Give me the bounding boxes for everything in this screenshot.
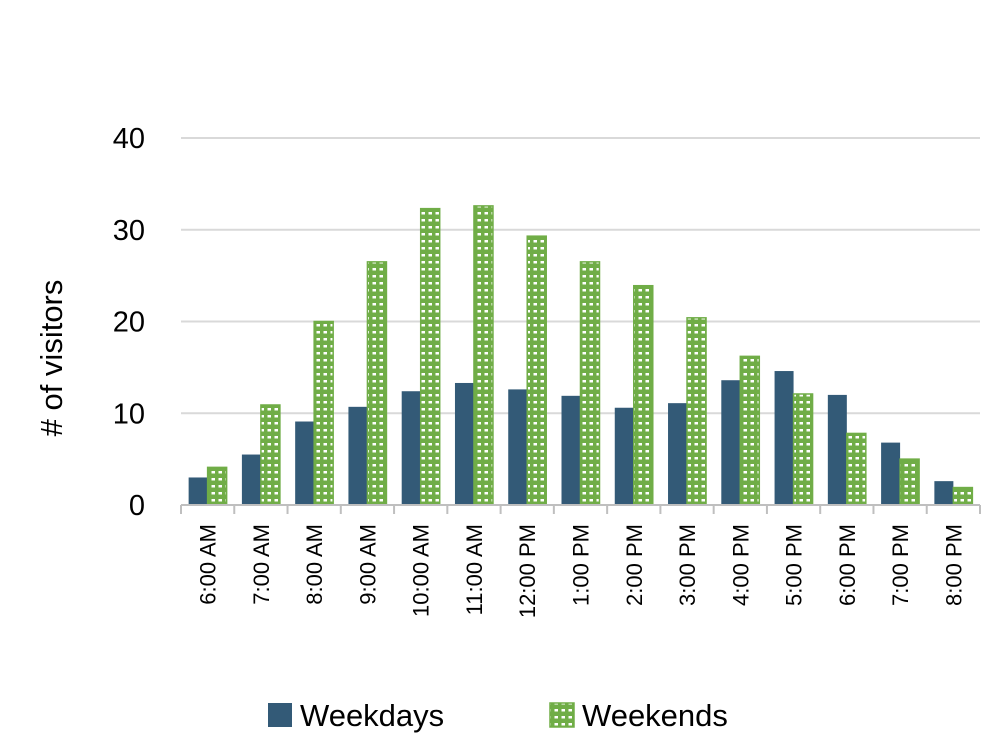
bar-weekends (579, 261, 601, 506)
y-axis-ticks: 0 10 20 30 40 (113, 123, 145, 522)
x-tick-label: 1:00 PM (569, 524, 594, 606)
bar-weekdays (295, 421, 315, 505)
y-tick-label: 10 (113, 398, 145, 430)
x-tick-label: 7:00 PM (888, 524, 913, 606)
x-tick-label: 3:00 PM (675, 524, 700, 606)
x-tick-label: 11:00 AM (462, 524, 487, 615)
y-tick-label: 0 (129, 490, 145, 522)
bar-weekdays (241, 454, 261, 505)
bar-weekends (792, 393, 814, 506)
legend-swatch-weekdays (268, 703, 292, 727)
x-tick-label: 8:00 PM (941, 524, 966, 606)
bar-weekends (899, 458, 920, 506)
bars (188, 205, 974, 506)
bar-weekends (473, 205, 494, 506)
y-tick-label: 20 (113, 307, 145, 339)
bar-weekdays (188, 477, 208, 505)
legend-label-weekdays: Weekdays (300, 698, 444, 733)
bar-weekdays (881, 442, 901, 505)
x-tick-label: 8:00 AM (302, 524, 327, 605)
bar-weekends (739, 355, 761, 506)
x-tick-label: 6:00 AM (196, 524, 221, 605)
bar-weekdays (721, 380, 741, 505)
y-tick-label: 40 (113, 123, 145, 155)
bar-weekdays (401, 391, 421, 505)
x-axis (180, 504, 981, 514)
bar-weekdays (348, 406, 368, 505)
x-tick-label: 6:00 PM (835, 524, 860, 606)
x-tick-label: 10:00 AM (409, 524, 434, 617)
bar-weekends (419, 207, 441, 506)
bar-weekends (952, 486, 974, 506)
legend-swatch-weekends (549, 702, 575, 728)
bar-weekends (366, 261, 388, 506)
y-tick-label: 30 (113, 215, 145, 247)
bar-weekends (686, 317, 707, 506)
x-tick-label: 12:00 PM (515, 524, 540, 618)
x-tick-label: 4:00 PM (728, 524, 753, 606)
bar-weekdays (614, 407, 634, 505)
bar-weekends (206, 466, 228, 506)
bar-weekends (313, 320, 334, 506)
bar-weekends (846, 432, 867, 506)
legend-label-weekends: Weekends (582, 698, 728, 733)
bar-weekends (633, 284, 654, 506)
bar-weekdays (508, 389, 528, 505)
y-axis-title: # of visitors (34, 280, 69, 437)
x-tick-label: 7:00 AM (249, 524, 274, 605)
bar-weekdays (454, 382, 474, 505)
x-tick-label: 5:00 PM (782, 524, 807, 606)
bar-weekends (526, 235, 547, 506)
legend: Weekdays Weekends (268, 698, 728, 733)
bar-weekdays (827, 394, 847, 505)
bar-weekdays (774, 371, 794, 505)
bar-weekdays (561, 395, 581, 505)
bar-weekdays (668, 403, 688, 505)
bar-weekdays (934, 481, 954, 505)
x-axis-ticks: 6:00 AM 7:00 AM 8:00 AM 9:00 AM 10:00 AM 11:0… (196, 524, 967, 618)
bar-weekends (260, 404, 281, 506)
x-tick-label: 2:00 PM (622, 524, 647, 606)
x-tick-label: 9:00 AM (355, 524, 380, 605)
